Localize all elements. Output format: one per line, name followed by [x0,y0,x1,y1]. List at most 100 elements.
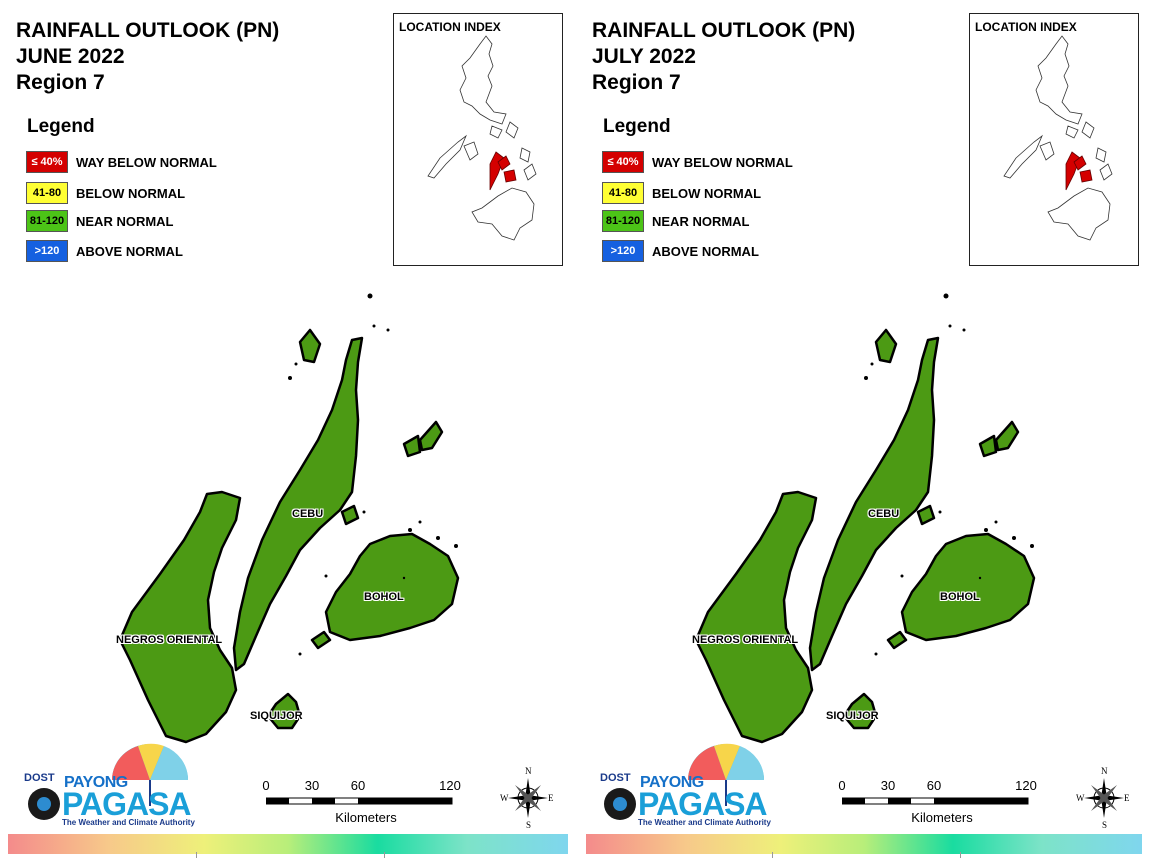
legend-item-below: 41-80 BELOW NORMAL [602,182,761,204]
legend-item-near: 81-120 NEAR NORMAL [602,210,750,232]
scale-tick-label: 0 [262,778,270,793]
logo-pagasa: PAGASA [62,786,192,822]
province-bohol-shape [324,532,460,642]
logo-payong: PAYONG [640,774,704,791]
legend-swatch: 81-120 [26,210,68,232]
logo-tagline: The Weather and Climate Authority [62,818,195,827]
title-region: Region 7 [592,71,681,94]
province-cebu-shape [808,336,940,672]
province-label-siquijor: SIQUIJOR [250,710,303,722]
location-index-title: LOCATION INDEX [399,20,501,34]
province-siquijor-shape [266,692,302,730]
compass-e: E [548,793,554,803]
legend-swatch: 41-80 [26,182,68,204]
compass-w: W [1076,793,1085,803]
title-month: JUNE 2022 [16,45,125,68]
title-line: RAINFALL OUTLOOK (PN) [592,19,856,42]
legend-title: Legend [27,116,95,137]
province-label-negros-oriental: NEGROS ORIENTAL [116,634,223,646]
province-label-siquijor: SIQUIJOR [826,710,879,722]
color-footer-band [586,834,1142,854]
compass-n: N [525,766,532,776]
province-negros-oriental-shape [118,490,242,744]
logo-dost: DOST [24,772,55,784]
outlook-panel-june: RAINFALL OUTLOOK (PN) JUNE 2022 Region 7… [8,13,568,858]
scale-bar: 0 30 60 120 Kilometers [838,778,1042,828]
compass-s: S [1102,820,1108,830]
scale-bar-graphic [842,797,1029,805]
legend-title: Legend [603,116,671,137]
scale-tick-label: 30 [304,778,320,793]
scale-unit: Kilometers [335,810,397,825]
title-month: JULY 2022 [592,45,696,68]
province-label-bohol: BOHOL [940,591,980,603]
compass-w: W [500,793,509,803]
legend-label: BELOW NORMAL [652,185,762,201]
compass-rose-icon: N S E W [1076,766,1132,832]
province-siquijor-shape [842,692,878,730]
scale-unit: Kilometers [911,810,973,825]
scale-tick-label: 60 [926,778,942,793]
scale-bar-graphic [266,797,453,805]
legend-item-below: 41-80 BELOW NORMAL [26,182,185,204]
region7-province-map [694,293,1036,744]
compass-n: N [1101,766,1108,776]
legend-item-above: >120 ABOVE NORMAL [26,240,183,262]
color-footer-band [8,834,568,854]
legend-item-above: >120 ABOVE NORMAL [602,240,759,262]
legend-item-way-below: ≤ 40% WAY BELOW NORMAL [26,151,217,173]
legend-label: ABOVE NORMAL [652,243,759,259]
logo-pagasa: PAGASA [638,786,768,822]
location-index-inset: LOCATION INDEX [969,13,1139,266]
umbrella-icon [28,743,189,820]
legend-item-near: 81-120 NEAR NORMAL [26,210,174,232]
region7-highlight [1065,151,1093,191]
scale-tick-label: 120 [439,778,461,793]
outlook-panel-july: RAINFALL OUTLOOK (PN) JULY 2022 Region 7… [576,0,1152,864]
pagasa-logo: DOST PAYONG PAGASA The Weather and Clima… [592,740,772,832]
title-region: Region 7 [16,71,105,94]
province-label-cebu: CEBU [868,508,900,520]
pagasa-logo: DOST PAYONG PAGASA The Weather and Clima… [16,740,196,832]
legend-swatch: >120 [26,240,68,262]
philippines-outline-map [427,35,537,241]
legend-label: WAY BELOW NORMAL [652,154,793,170]
logo-dost: DOST [600,772,631,784]
province-label-cebu: CEBU [292,508,324,520]
footer-tick [196,852,197,858]
panel-title: RAINFALL OUTLOOK (PN) JULY 2022 Region 7 [592,18,855,96]
legend-label: BELOW NORMAL [76,185,186,201]
scale-bar: 0 30 60 120 Kilometers [262,778,466,828]
umbrella-icon [604,743,765,820]
scale-tick-label: 0 [838,778,846,793]
province-cebu-shape [232,336,364,672]
region7-highlight [489,151,517,191]
legend-label: NEAR NORMAL [76,213,174,229]
legend-label: NEAR NORMAL [652,213,750,229]
legend-swatch: 81-120 [602,210,644,232]
title-line: RAINFALL OUTLOOK (PN) [16,19,280,42]
scale-tick-label: 30 [880,778,896,793]
province-negros-oriental-shape [694,490,818,744]
scale-tick-label: 120 [1015,778,1037,793]
province-label-bohol: BOHOL [364,591,404,603]
province-label-negros-oriental: NEGROS ORIENTAL [692,634,799,646]
logo-tagline: The Weather and Climate Authority [638,818,771,827]
location-index-title: LOCATION INDEX [975,20,1077,34]
legend-swatch: 41-80 [602,182,644,204]
legend-swatch: ≤ 40% [26,151,68,173]
footer-tick [384,852,385,858]
compass-e: E [1124,793,1130,803]
region7-province-map [118,293,460,744]
legend-label: WAY BELOW NORMAL [76,154,217,170]
legend-swatch: >120 [602,240,644,262]
compass-rose-icon: N S E W [500,766,556,832]
scale-tick-label: 60 [350,778,366,793]
legend-label: ABOVE NORMAL [76,243,183,259]
philippines-outline-map [1003,35,1113,241]
footer-tick [772,852,773,858]
panel-title: RAINFALL OUTLOOK (PN) JUNE 2022 Region 7 [16,18,279,96]
location-index-inset: LOCATION INDEX [393,13,563,266]
footer-tick [960,852,961,858]
province-bohol-shape [900,532,1036,642]
